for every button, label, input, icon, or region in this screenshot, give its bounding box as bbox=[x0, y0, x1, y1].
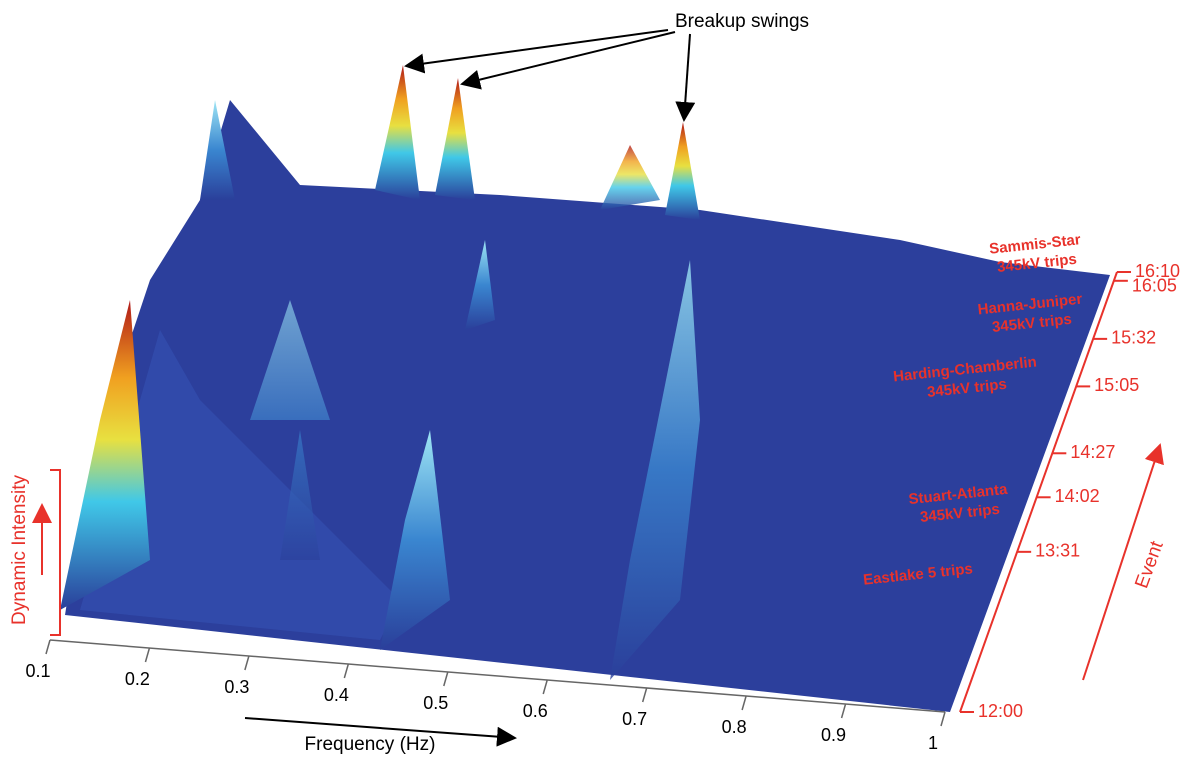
x-tick bbox=[144, 647, 151, 663]
surface bbox=[60, 65, 1110, 712]
z-axis-label: Dynamic Intensity bbox=[9, 475, 30, 625]
x-tick bbox=[244, 655, 250, 671]
time-tick-label: 14:02 bbox=[1055, 486, 1100, 506]
event-label: Hanna-Juniper345kV trips bbox=[977, 291, 1085, 338]
x-axis bbox=[49, 639, 946, 713]
arrow bbox=[675, 33, 696, 122]
x-tick-label: 0.5 bbox=[423, 693, 448, 713]
time-tick-label: 13:31 bbox=[1035, 541, 1080, 561]
time-tick-label: 15:05 bbox=[1094, 375, 1139, 395]
annotation-label: Breakup swings bbox=[675, 11, 809, 32]
x-tick-label: 0.2 bbox=[125, 669, 150, 689]
x-tick-label: 0.9 bbox=[821, 725, 846, 745]
x-tick bbox=[542, 679, 548, 695]
time-tick-label: 14:27 bbox=[1070, 442, 1115, 462]
arrow bbox=[1082, 443, 1164, 681]
x-tick bbox=[641, 687, 648, 703]
time-axis-label: Event bbox=[1131, 538, 1168, 592]
x-tick bbox=[443, 671, 449, 687]
event-label: Sammis-Star345kV trips bbox=[988, 231, 1083, 276]
x-tick bbox=[840, 703, 847, 719]
time-axis bbox=[959, 271, 1118, 713]
x-tick bbox=[343, 663, 350, 679]
arrow bbox=[244, 717, 517, 747]
time-tick-label: 12:00 bbox=[978, 701, 1023, 721]
x-tick-label: 0.3 bbox=[224, 677, 249, 697]
x-tick-label: 0.1 bbox=[25, 661, 50, 681]
time-tick-label: 16:05 bbox=[1132, 276, 1177, 296]
x-tick-label: 0.8 bbox=[722, 717, 747, 737]
arrow bbox=[460, 31, 676, 90]
time-tick-label: 16:10 bbox=[1135, 261, 1180, 281]
x-tick bbox=[45, 639, 51, 655]
x-tick-label: 0.7 bbox=[622, 709, 647, 729]
x-axis-label: Frequency (Hz) bbox=[305, 734, 436, 755]
time-tick-label: 15:32 bbox=[1111, 328, 1156, 348]
arrow bbox=[404, 29, 669, 74]
x-tick bbox=[940, 711, 946, 727]
x-tick-label: 0.6 bbox=[523, 701, 548, 721]
annotation: Breakup swings bbox=[404, 11, 809, 122]
x-tick bbox=[741, 695, 747, 711]
x-tick-label: 1 bbox=[928, 733, 938, 753]
x-tick-label: 0.4 bbox=[324, 685, 349, 705]
bracket bbox=[50, 469, 61, 636]
